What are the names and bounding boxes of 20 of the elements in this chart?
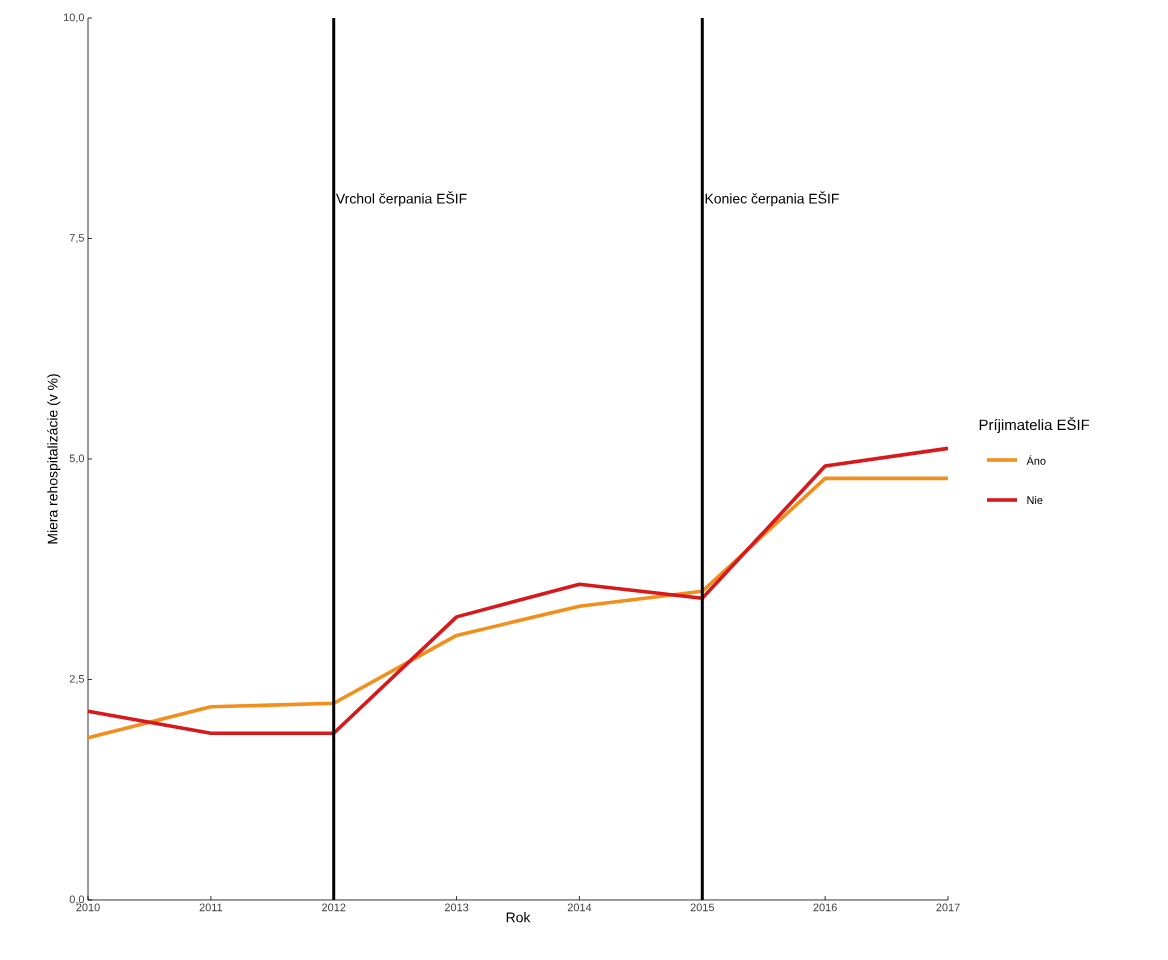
x-axis-title: Rok xyxy=(506,912,531,923)
x-tick-label: 2013 xyxy=(444,903,469,912)
y-tick-label: 7,5 xyxy=(69,234,85,243)
x-tick-label: 2016 xyxy=(813,903,837,912)
y-tick-label: 2,5 xyxy=(69,674,85,685)
y-tick-label: 10,0 xyxy=(63,13,85,23)
x-tick-label: 2015 xyxy=(690,903,715,912)
ref-line-label: Vrchol čerpania EŠIF xyxy=(335,191,467,207)
ref-line-label: Koniec čerpania EŠIF xyxy=(705,191,839,207)
x-tick-label: 2014 xyxy=(567,903,592,912)
x-tick-label: 2017 xyxy=(936,903,960,912)
x-tick-label: 2011 xyxy=(199,903,223,912)
legend-title: Príjimatelia EŠIF xyxy=(979,416,1090,434)
y-tick-label: 5,0 xyxy=(69,454,85,464)
y-axis-title: Miera rehospitalizácie (v %) xyxy=(47,374,61,544)
x-tick-label: 2010 xyxy=(76,903,100,912)
y-tick-label: 0,0 xyxy=(69,895,85,905)
legend-label: Áno xyxy=(1026,455,1046,465)
legend-label: Nie xyxy=(1027,495,1043,505)
x-tick-label: 2012 xyxy=(322,903,346,912)
